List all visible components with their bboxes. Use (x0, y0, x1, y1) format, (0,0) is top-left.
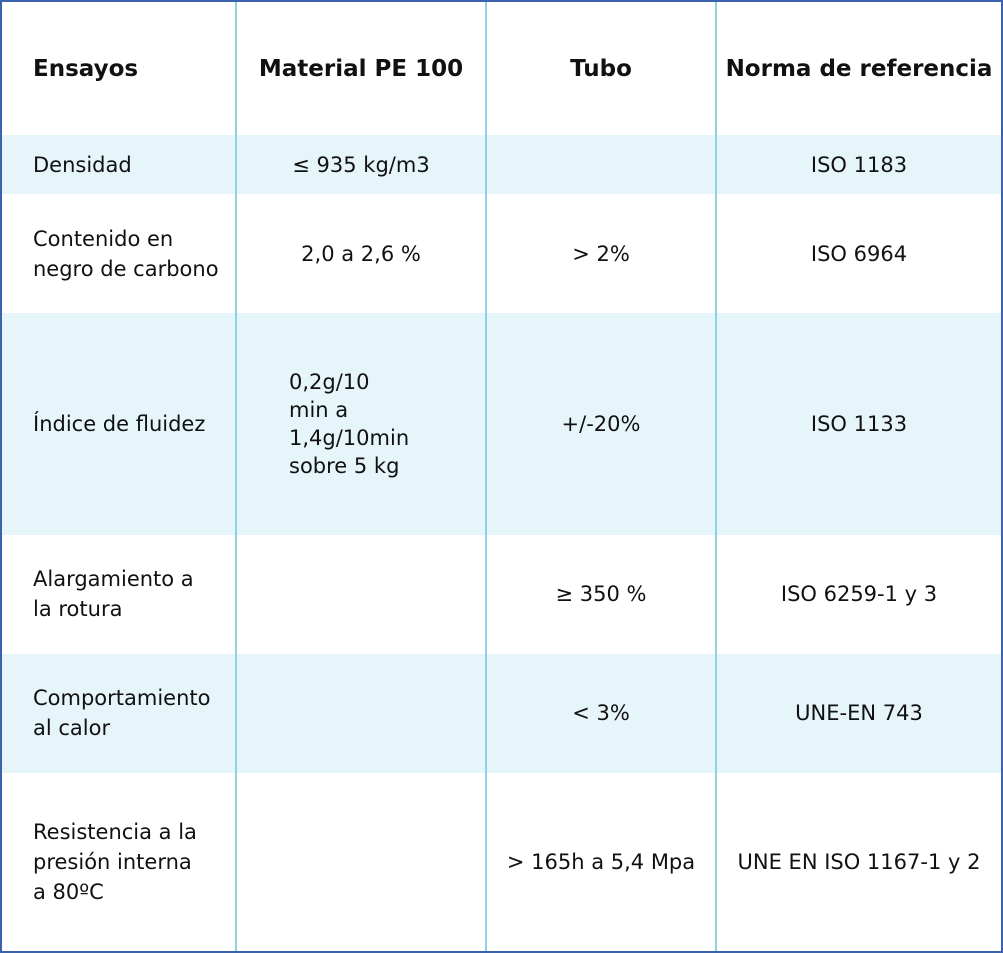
table-row: Comportamiento al calor < 3% UNE-EN 743 (2, 653, 1001, 773)
header-row: Ensayos Material PE 100 Tubo Norma de refer… (2, 2, 1001, 135)
table-body: Densidad ≤ 935 kg/m3 ISO 1183 Contenido en … (2, 135, 1001, 951)
table-cell: Comportamiento al calor (2, 653, 237, 773)
header-cell: Material PE 100 (235, 2, 487, 135)
table-row: Resistencia a la presión interna a 80ºC >… (2, 772, 1001, 951)
table-cell: ISO 1133 (715, 313, 1001, 536)
table-cell: 2,0 a 2,6 % (235, 194, 487, 314)
table-cell: > 2% (485, 194, 717, 314)
table-cell: Alargamiento a la rotura (2, 535, 237, 654)
table-cell: < 3% (485, 653, 717, 773)
table-cell (235, 772, 487, 951)
table-row: Índice de fluidez 0,2g/10 min a 1,4g/10mi… (2, 313, 1001, 536)
table-cell (235, 535, 487, 654)
table-cell (235, 653, 487, 773)
table-cell: +/-20% (485, 313, 717, 536)
table-cell: ISO 6259-1 y 3 (715, 535, 1001, 654)
table-cell: ISO 6964 (715, 194, 1001, 314)
table-cell: ≤ 935 kg/m3 (235, 135, 487, 195)
table-row: Densidad ≤ 935 kg/m3 ISO 1183 (2, 135, 1001, 195)
table-cell: 0,2g/10 min a 1,4g/10min sobre 5 kg (235, 313, 487, 536)
header-cell: Norma de referencia (715, 2, 1001, 135)
table-row: Alargamiento a la rotura ≥ 350 % ISO 6259-… (2, 535, 1001, 654)
table-cell: Índice de fluidez (2, 313, 237, 536)
header-cell: Tubo (485, 2, 717, 135)
header-cell: Ensayos (2, 2, 237, 135)
table-cell: > 165h a 5,4 Mpa (485, 772, 717, 951)
table-row: Contenido en negro de carbono 2,0 a 2,6 %… (2, 194, 1001, 314)
table-cell: Contenido en negro de carbono (2, 194, 237, 314)
table-cell: Densidad (2, 135, 237, 195)
table-cell: Resistencia a la presión interna a 80ºC (2, 772, 237, 951)
table-cell: ≥ 350 % (485, 535, 717, 654)
table-cell: UNE-EN 743 (715, 653, 1001, 773)
table-cell: UNE EN ISO 1167-1 y 2 (715, 772, 1001, 951)
table-cell (485, 135, 717, 195)
table-cell: ISO 1183 (715, 135, 1001, 195)
